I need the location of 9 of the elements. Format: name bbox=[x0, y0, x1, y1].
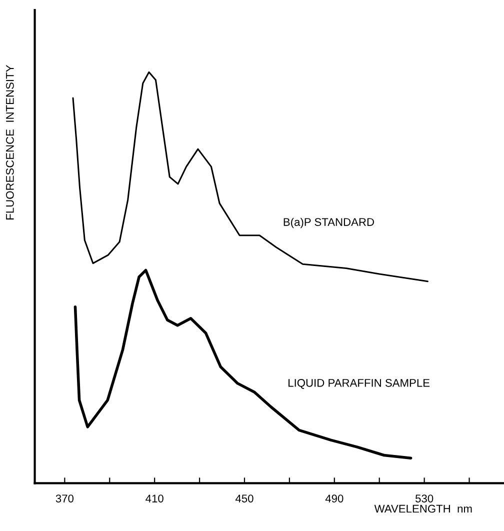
x-axis-title: WAVELENGTH nm bbox=[374, 504, 472, 513]
text: LIQUID PARAFFIN SAMPLE bbox=[288, 378, 430, 389]
y-axis-title: FLUORESCENCE INTENSITY bbox=[6, 65, 14, 220]
x-tick-label: 490 bbox=[325, 494, 344, 502]
x-tick-label: 410 bbox=[146, 494, 164, 502]
x-tick-label: 370 bbox=[56, 494, 74, 502]
x-tick-label: 450 bbox=[235, 494, 254, 502]
series-label: B(a)P STANDARD bbox=[284, 218, 374, 228]
x-tick-label: 530 bbox=[415, 494, 434, 502]
